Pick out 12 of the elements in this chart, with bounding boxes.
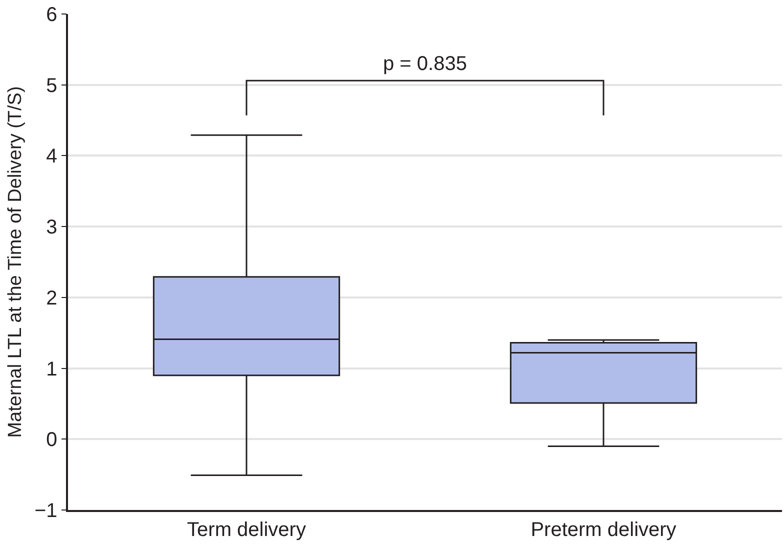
y-tick-label: 0 [46,429,58,452]
y-tick-label: 6 [46,4,58,26]
y-tick-label: 1 [46,358,58,380]
annotation: p = 0.835 [383,53,467,75]
y-axis-title: Maternal LTL at the Time of Delivery (T/S) [4,86,26,438]
y-tick-label: 2 [46,287,58,310]
x-tick-label: Term delivery [187,518,306,541]
y-tick-label: −1 [34,500,58,522]
y-tick-label: 3 [46,216,58,239]
x-tick-label: Preterm delivery [530,518,676,541]
y-tick-label: 4 [46,146,58,168]
y-tick-label: 5 [46,74,58,97]
